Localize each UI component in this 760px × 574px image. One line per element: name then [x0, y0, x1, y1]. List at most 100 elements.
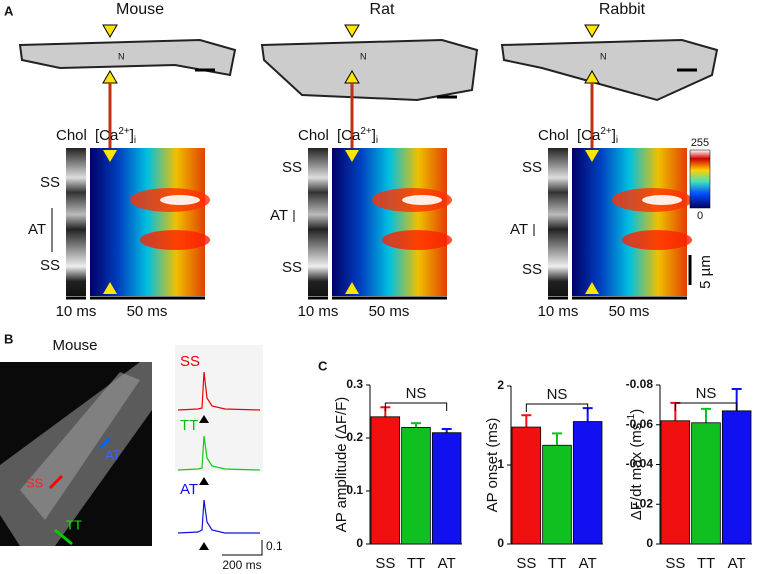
marker: [103, 150, 117, 162]
nucleus: N: [360, 51, 367, 61]
x-tick-label: SS: [665, 555, 685, 572]
kymograph: [90, 148, 205, 296]
time-label: 10 ms: [538, 303, 579, 320]
chol-strip: [308, 148, 328, 296]
ca-part: [Ca: [95, 127, 119, 144]
panel-c: C 0 0.1 0.2 0.3 AP amplitude (ΔF/F) SS TT AT NS 0 1…: [318, 358, 752, 572]
trace-label: TT: [180, 417, 198, 434]
scale-x: 200 ms: [222, 558, 261, 572]
marker: [199, 477, 209, 485]
ns-bracket: [384, 402, 448, 411]
nucleus: N: [600, 51, 607, 61]
marker: [103, 282, 117, 294]
cell-image: [260, 38, 479, 102]
ca-part: 2+: [118, 126, 130, 137]
y-label-part: ): [628, 409, 645, 414]
y-axis-label: ΔF/dt max (ms-1): [626, 409, 645, 520]
x-tick-label: AT: [579, 555, 597, 572]
row-label: SS: [40, 174, 60, 191]
ca-part: i: [376, 135, 378, 146]
hot-core: [402, 195, 442, 205]
y-axis-label: AP amplitude (ΔF/F): [333, 397, 350, 533]
row-label: SS: [282, 259, 302, 276]
y-tick-label: -0.06: [626, 417, 654, 431]
hot-core: [642, 195, 682, 205]
row-label: SS: [522, 159, 542, 176]
marker: [345, 282, 359, 294]
marker: [102, 24, 118, 38]
colorbar-max: 255: [691, 137, 709, 149]
time-label: 50 ms: [609, 303, 650, 320]
marker: [199, 415, 209, 423]
image-label: SS: [26, 475, 44, 490]
ca-label: [Ca2+]i: [95, 126, 136, 146]
marker: [102, 70, 118, 84]
annotation: NS: [696, 385, 717, 402]
y-tick-label: 0: [497, 536, 504, 550]
x-tick-label: TT: [697, 555, 715, 572]
ca-label: [Ca2+]i: [337, 126, 378, 146]
y-tick-label: 0: [356, 536, 363, 550]
bar: [572, 421, 603, 545]
panel-label: C: [318, 358, 328, 373]
annotation: NS: [547, 386, 568, 403]
cell-image: [500, 38, 719, 102]
marker: [199, 542, 209, 550]
hot-band: [382, 230, 452, 250]
nucleus: N: [118, 51, 125, 61]
y-tick-label: 0.2: [346, 430, 363, 444]
hot-band: [622, 230, 692, 250]
marker: [585, 282, 599, 294]
chol-strip: [548, 148, 568, 296]
image-label: TT: [66, 517, 82, 532]
x-tick-label: AT: [728, 555, 746, 572]
y-axis-label: AP onset (ms): [484, 418, 501, 513]
y-tick-label: 1: [497, 457, 504, 471]
ca-part: i: [134, 135, 136, 146]
time-label: 10 ms: [56, 303, 97, 320]
y-tick-label: -0.04: [626, 457, 654, 471]
y-label-part: ΔF/dt max (ms: [628, 423, 645, 521]
ca-part: ]: [130, 127, 134, 144]
colorbar: [689, 149, 711, 209]
bar: [660, 420, 691, 545]
tt-line: [54, 528, 73, 546]
x-tick-label: TT: [548, 555, 566, 572]
y-tick-label: -0.08: [626, 377, 654, 391]
row-label: AT: [28, 221, 46, 238]
chol-strip: [66, 148, 86, 296]
hot-band: [140, 230, 210, 250]
row-label: AT: [270, 207, 288, 224]
marker: [585, 150, 599, 162]
x-tick-label: SS: [375, 555, 395, 572]
ca-part: 2+: [360, 126, 372, 137]
chol-label: Chol: [538, 127, 569, 144]
trace: [177, 435, 261, 471]
kymograph: [332, 148, 447, 296]
trace-label: AT: [180, 481, 198, 498]
bar: [721, 410, 752, 545]
time-label: 50 ms: [369, 303, 410, 320]
x-tick-label: TT: [407, 555, 425, 572]
time-label: 50 ms: [127, 303, 168, 320]
y-tick-label: -.02: [632, 496, 653, 510]
y-label-part: -1: [626, 413, 637, 422]
marker: [344, 24, 360, 38]
ca-part: ]: [612, 127, 616, 144]
marker: [584, 24, 600, 38]
trace-label: SS: [180, 353, 200, 370]
hot-core: [160, 195, 200, 205]
y-tick-label: 0.1: [346, 483, 363, 497]
marker: [345, 150, 359, 162]
bar: [511, 426, 542, 545]
species: Rabbit: [599, 1, 646, 18]
species: Rat: [370, 1, 395, 18]
colorbar-min: 0: [697, 210, 703, 222]
row-label: SS: [282, 159, 302, 176]
scale-bar: [222, 540, 263, 556]
row-label: SS: [522, 261, 542, 278]
bar: [431, 432, 462, 545]
scale-label: 5 µm: [697, 255, 714, 289]
